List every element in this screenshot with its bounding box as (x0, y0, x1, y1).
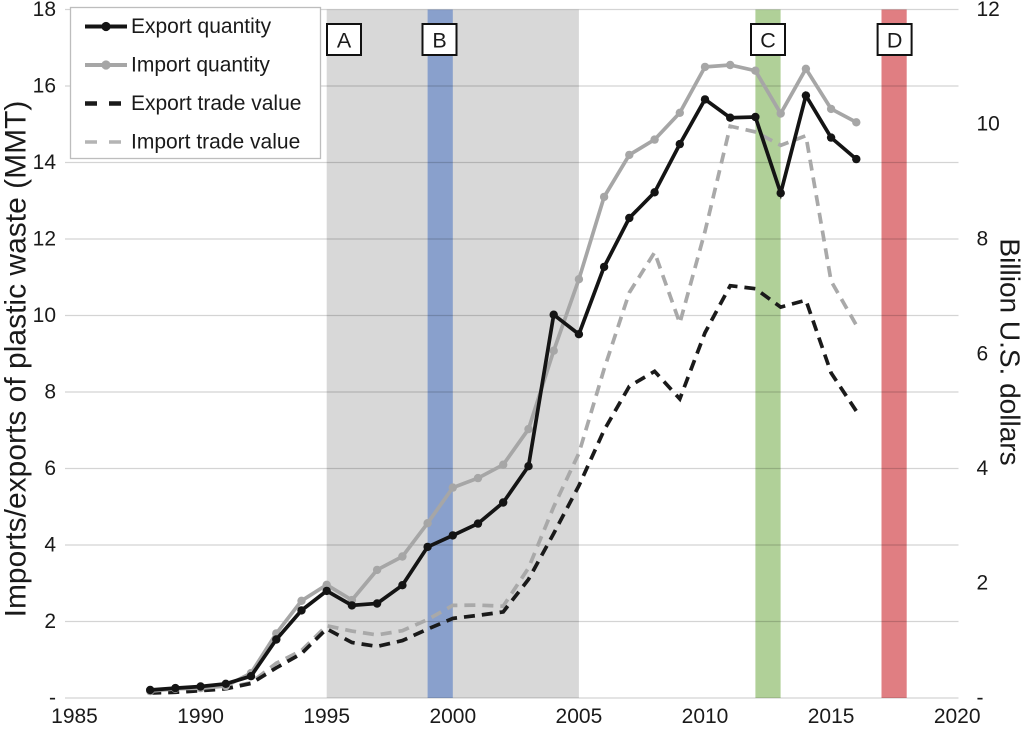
svg-text:16: 16 (33, 75, 56, 98)
svg-text:4: 4 (44, 534, 56, 557)
svg-text:A: A (337, 29, 352, 53)
svg-text:1990: 1990 (177, 705, 224, 728)
svg-text:Export trade value: Export trade value (131, 92, 301, 115)
svg-text:Export quantity: Export quantity (131, 15, 272, 38)
svg-text:6: 6 (977, 342, 989, 365)
svg-text:10: 10 (33, 304, 56, 327)
svg-text:2020: 2020 (934, 705, 981, 728)
svg-text:18: 18 (33, 0, 56, 21)
svg-text:6: 6 (44, 457, 56, 480)
svg-text:C: C (760, 29, 776, 53)
svg-text:14: 14 (33, 151, 57, 174)
svg-text:Billion U.S. dollars: Billion U.S. dollars (995, 238, 1024, 465)
svg-text:8: 8 (44, 381, 56, 404)
svg-text:1995: 1995 (303, 705, 350, 728)
svg-text:-: - (49, 687, 56, 710)
svg-text:2005: 2005 (556, 705, 603, 728)
svg-text:10: 10 (977, 113, 1000, 136)
svg-text:2: 2 (44, 610, 56, 633)
svg-text:2010: 2010 (682, 705, 729, 728)
svg-text:12: 12 (33, 228, 56, 251)
svg-text:12: 12 (977, 0, 1000, 21)
svg-text:2015: 2015 (808, 705, 855, 728)
svg-text:-: - (977, 687, 984, 710)
svg-text:Import trade value: Import trade value (131, 131, 300, 154)
svg-text:1985: 1985 (51, 705, 98, 728)
svg-text:B: B (432, 29, 446, 53)
svg-text:2: 2 (977, 572, 989, 595)
svg-text:2000: 2000 (429, 705, 476, 728)
svg-text:D: D (887, 29, 903, 53)
svg-text:Imports/exports of plastic was: Imports/exports of plastic waste (MMT) (0, 101, 33, 618)
svg-text:4: 4 (977, 457, 989, 480)
svg-text:8: 8 (977, 228, 989, 251)
svg-text:Import quantity: Import quantity (131, 54, 270, 77)
